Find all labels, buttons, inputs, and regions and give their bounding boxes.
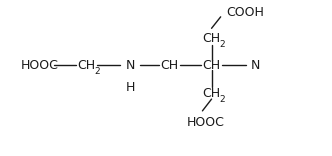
Text: N: N	[125, 58, 135, 71]
Text: HOOC: HOOC	[21, 58, 59, 71]
Text: CH: CH	[160, 58, 178, 71]
Text: 2: 2	[94, 67, 100, 76]
Text: CH: CH	[203, 87, 220, 100]
Text: H: H	[125, 81, 135, 94]
Text: 2: 2	[220, 40, 225, 49]
Text: 2: 2	[220, 95, 225, 104]
Text: N: N	[251, 58, 260, 71]
Text: CH: CH	[203, 58, 220, 71]
Text: CH: CH	[77, 58, 95, 71]
Text: CH: CH	[203, 32, 220, 45]
Text: HOOC: HOOC	[187, 116, 225, 129]
Text: COOH: COOH	[226, 6, 264, 19]
